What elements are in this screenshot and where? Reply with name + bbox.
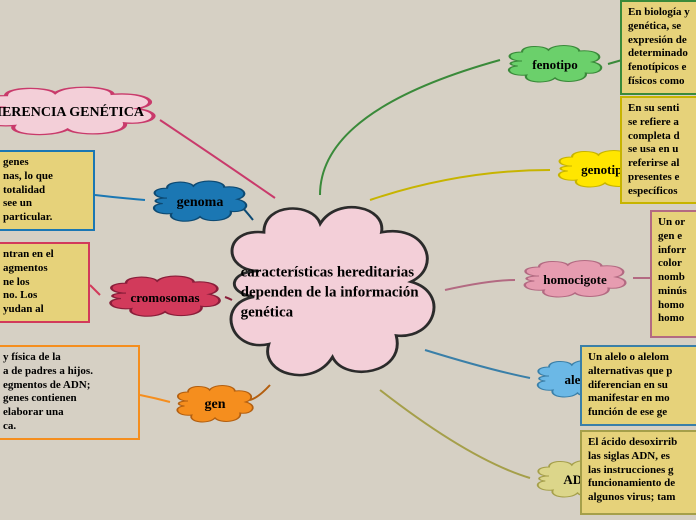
- node-gen[interactable]: gen: [170, 380, 260, 430]
- node-label-fenotipo: fenotipo: [511, 57, 599, 73]
- node-label-genoma: genoma: [156, 195, 244, 211]
- tb-alelo: Un alelo o alelom alternativas que p dif…: [580, 345, 696, 426]
- node-label-herencia: HERENCIA GENÉTICA: [0, 105, 150, 121]
- tb-geno: En su senti se refiere a completa d se u…: [620, 96, 696, 204]
- node-label-gen: gen: [179, 397, 251, 413]
- tb-adn: El ácido desoxirrib las siglas ADN, es l…: [580, 430, 696, 515]
- node-homocigote[interactable]: homocigote: [515, 255, 635, 305]
- tb-gen: y física de la a de padres a hijos. egme…: [0, 345, 140, 440]
- tb-genoma: genes nas, lo que totalidad see un parti…: [0, 150, 95, 231]
- tb-cromo: ntran en el agmentos ne los no. Los yuda…: [0, 242, 90, 323]
- node-fenotipo[interactable]: fenotipo: [500, 40, 610, 90]
- node-label-homocigote: homocigote: [527, 272, 623, 288]
- center-label: características hereditarias dependen de…: [241, 262, 425, 323]
- node-genoma[interactable]: genoma: [145, 175, 255, 230]
- node-label-cromosomas: cromosomas: [113, 290, 217, 306]
- node-cromosomas[interactable]: cromosomas: [100, 270, 230, 325]
- tb-homo: Un or gen e inforr color nomb minús homo…: [650, 210, 696, 338]
- node-herencia[interactable]: HERENCIA GENÉTICA: [0, 80, 170, 145]
- tb-feno: En biología y genética, se expresión de …: [620, 0, 696, 95]
